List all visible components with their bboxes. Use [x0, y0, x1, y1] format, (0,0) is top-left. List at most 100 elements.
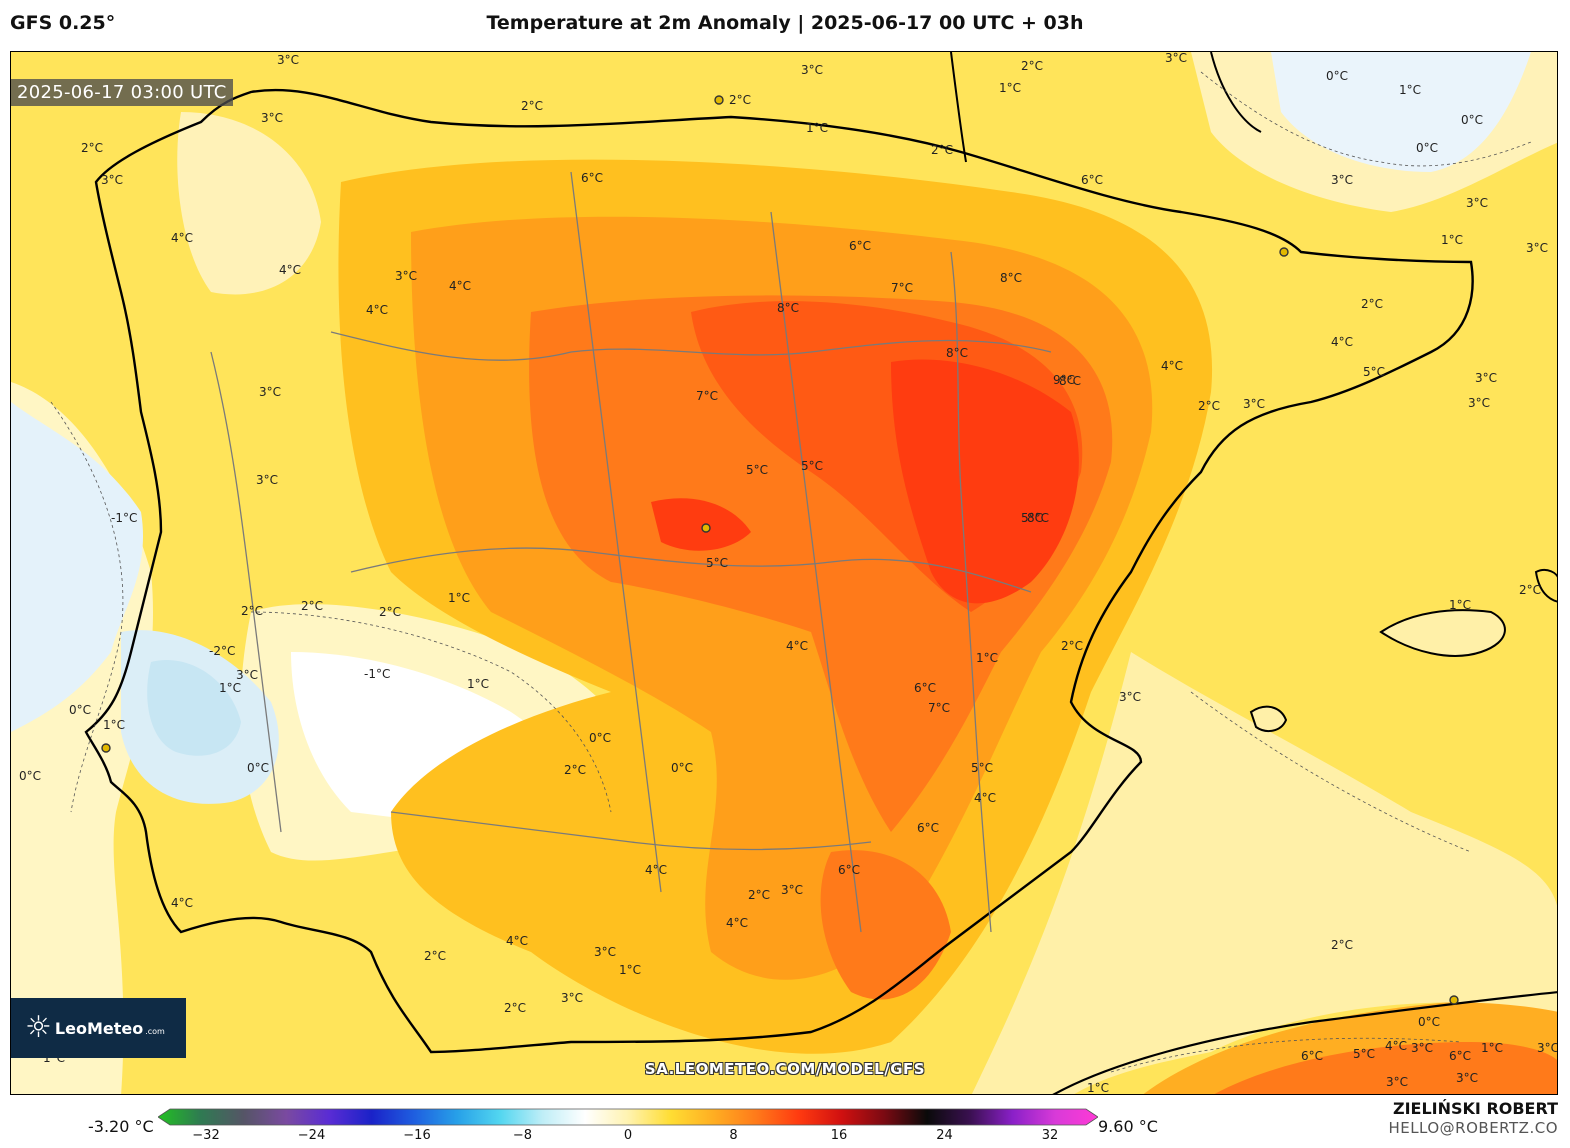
contour-label: 4°C — [171, 231, 193, 245]
city-marker-barcelona — [1279, 247, 1289, 257]
contour-label: 4°C — [974, 791, 996, 805]
contour-label: 3°C — [1468, 396, 1490, 410]
coastline-mallorca — [1379, 609, 1506, 657]
contour-label: 1°C — [1399, 83, 1421, 97]
contour-label: 5°C — [1353, 1047, 1375, 1061]
city-marker-bordeaux — [714, 95, 724, 105]
colorbar-tick: −32 — [192, 1128, 220, 1143]
contour-label: 1°C — [1481, 1041, 1503, 1055]
contour-label: 1°C — [103, 718, 125, 732]
contour-label: 2°C — [379, 605, 401, 619]
contour-label: 8°C — [1027, 511, 1049, 525]
contour-label: 0°C — [589, 731, 611, 745]
field-lisbon-deep — [147, 660, 241, 756]
author-name: ZIELIŃSKI ROBERT — [1392, 1099, 1558, 1118]
contour-label: 4°C — [366, 303, 388, 317]
contour-label: 1°C — [619, 963, 641, 977]
contour-label: 3°C — [1331, 173, 1353, 187]
contour-label: 2°C — [1061, 639, 1083, 653]
colorbar-tick: 32 — [1041, 1128, 1059, 1143]
contour-label: -2°C — [209, 644, 235, 658]
colorbar-tick: −16 — [403, 1128, 431, 1143]
colorbar-tick: 0 — [623, 1128, 633, 1143]
field-hottest-east — [891, 359, 1079, 604]
contour-label: 9°C — [1053, 373, 1075, 387]
logo-name: LeoMeteo — [54, 1018, 144, 1038]
sun-icon: ☼ — [25, 1010, 52, 1045]
contour-label: 6°C — [1301, 1049, 1323, 1063]
colorbar-tick: −8 — [512, 1128, 533, 1143]
contour-label: 4°C — [1385, 1039, 1407, 1053]
colorbar-max-label: 9.60 °C — [1098, 1117, 1158, 1136]
model-label: GFS 0.25° — [10, 12, 116, 34]
contour-label: 3°C — [1165, 52, 1187, 65]
contour-label: 3°C — [101, 173, 123, 187]
colorbar-gradient — [158, 1108, 1098, 1126]
contour-label: 1°C — [467, 677, 489, 691]
contour-label: 2°C — [729, 93, 751, 107]
contour-label: 5°C — [801, 459, 823, 473]
coastline-ibiza — [1249, 705, 1288, 733]
colorbar — [158, 1108, 1098, 1126]
field-atlantic-blue — [11, 402, 144, 732]
contour-label: 7°C — [928, 701, 950, 715]
contour-label: 3°C — [1119, 690, 1141, 704]
contour-label: 2°C — [1021, 59, 1043, 73]
contour-label: 3°C — [1466, 196, 1488, 210]
contour-label: 6°C — [1081, 173, 1103, 187]
contour-label: 2°C — [748, 888, 770, 902]
contour-label: 4°C — [786, 639, 808, 653]
contour-label: 6°C — [838, 863, 860, 877]
contour-labels: 3°C3°C 2°C3°C2°C0°C1°C0°C2°C1°C0°C2°C3°C3… — [19, 52, 1557, 1094]
contour-label: 8°C — [777, 301, 799, 315]
city-marker-algiers — [1449, 995, 1459, 1005]
contour-label: 2°C — [81, 141, 103, 155]
city-marker-lisbon — [101, 743, 111, 753]
contour-label: 2°C — [1331, 938, 1353, 952]
colorbar-tick: 16 — [830, 1128, 848, 1143]
colorbar-min-label: -3.20 °C — [88, 1117, 154, 1136]
coastline-iberia — [84, 88, 1474, 1054]
colorbar-tick: 24 — [936, 1128, 953, 1143]
source-url[interactable]: SA.LEOMETEO.COM/MODEL/GFS — [644, 1060, 926, 1078]
colorbar-tick: −24 — [297, 1128, 326, 1143]
field-south-warm — [820, 850, 951, 1000]
contour-label: 2°C — [1361, 297, 1383, 311]
author-email[interactable]: HELLO@ROBERTZ.CO — [1388, 1119, 1558, 1137]
contour-label: 2°C — [521, 99, 543, 113]
contour-label: 5°C — [746, 463, 768, 477]
coastline-africa — [1052, 991, 1557, 1094]
map-canvas: 3°C3°C 2°C3°C2°C0°C1°C0°C2°C1°C0°C2°C3°C3… — [11, 52, 1557, 1094]
city-marker-madrid — [701, 523, 711, 533]
contour-label: 2°C — [424, 949, 446, 963]
contour-label: 4°C — [506, 934, 528, 948]
contour-label: 1°C — [976, 651, 998, 665]
chart-title: Temperature at 2m Anomaly | 2025-06-17 0… — [486, 12, 1084, 34]
contour-label: 0°C — [19, 769, 41, 783]
contour-label: 3°C — [256, 473, 278, 487]
contour-label: 8°C — [1000, 271, 1022, 285]
contour-label: 4°C — [1331, 335, 1353, 349]
coastline-menorca — [1534, 569, 1557, 603]
contour-label: 6°C — [849, 239, 871, 253]
contour-label: 2°C — [241, 604, 263, 618]
field-galicia-light — [177, 112, 321, 295]
contour-label: 3°C — [1475, 371, 1497, 385]
contour-label: 6°C — [917, 821, 939, 835]
contour-label: 3°C — [261, 111, 283, 125]
anomaly-map: 3°C 3°C 2°C 3°C 2°C 0°C 1°C 0°C 2°C 1°C 0°C 2°C 3°C 3… — [10, 51, 1558, 1095]
contour-label: 7°C — [696, 389, 718, 403]
contour-label: 2°C — [1198, 399, 1220, 413]
contour-label: 0°C — [671, 761, 693, 775]
contour-label: 3°C — [259, 385, 281, 399]
contour-label: 0°C — [1461, 113, 1483, 127]
leometeo-logo[interactable]: ☼ LeoMeteo .com — [11, 998, 186, 1058]
logo-domain: .com — [145, 1026, 165, 1036]
contour-label: 5°C — [706, 556, 728, 570]
contour-label: 2°C — [301, 599, 323, 613]
contour-label: 3°C — [395, 269, 417, 283]
contour-label: 2°C — [564, 763, 586, 777]
contour-lines — [50, 71, 1532, 1073]
contour-label: 1°C — [999, 81, 1021, 95]
contour-label: 3°C — [561, 991, 583, 1005]
